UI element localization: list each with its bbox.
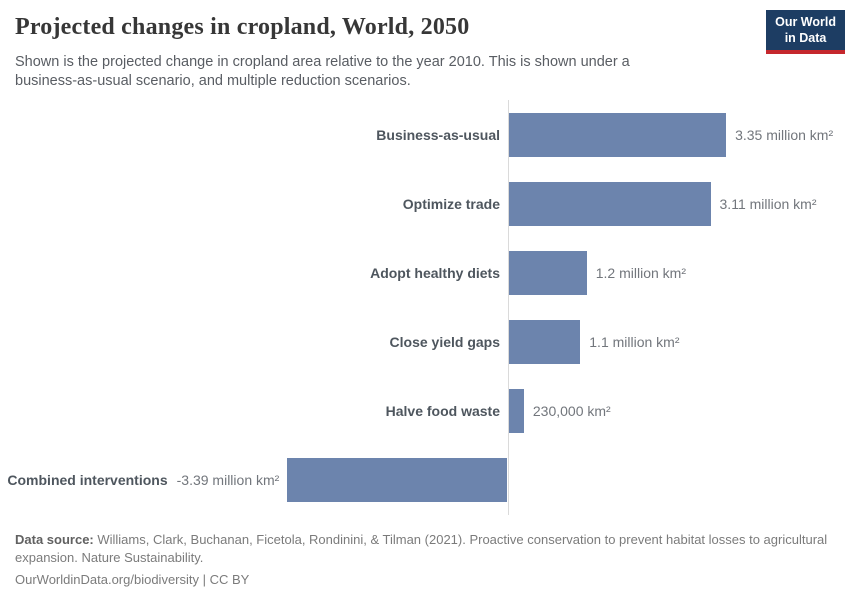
page-title: Projected changes in cropland, World, 20… xyxy=(15,14,470,40)
category-label: Adopt healthy diets xyxy=(370,264,500,281)
value-label-group: 3.11 million km² xyxy=(720,169,817,238)
data-source-text: Williams, Clark, Buchanan, Ficetola, Ron… xyxy=(15,532,828,566)
chart-subtitle: Shown is the projected change in croplan… xyxy=(15,54,630,90)
value-label: 1.1 million km² xyxy=(589,334,680,351)
value-label: -3.39 million km² xyxy=(176,472,280,489)
label-group: Optimize trade xyxy=(403,169,500,238)
label-group: Halve food waste xyxy=(386,377,500,446)
owid-logo-line2: in Data xyxy=(784,30,827,45)
category-label: Business-as-usual xyxy=(376,126,500,143)
bar[interactable] xyxy=(287,458,507,503)
value-label-group: 3.35 million km² xyxy=(735,100,833,169)
value-label: 230,000 km² xyxy=(532,403,611,420)
label-group: Combined interventions -3.39 million km² xyxy=(7,446,279,515)
data-source-label: Data source: xyxy=(15,532,94,547)
value-label-group: 1.1 million km² xyxy=(589,308,679,377)
value-label: 3.11 million km² xyxy=(719,195,817,212)
label-group: Close yield gaps xyxy=(390,308,500,377)
bar[interactable] xyxy=(509,320,581,365)
owid-logo[interactable]: Our World in Data xyxy=(766,10,845,55)
value-label-group: 230,000 km² xyxy=(533,377,611,446)
bar[interactable] xyxy=(509,250,587,295)
bar[interactable] xyxy=(509,181,711,226)
category-label: Combined interventions xyxy=(7,472,168,489)
chart-footer: Data source: Williams, Clark, Buchanan, … xyxy=(15,531,837,590)
value-label: 1.2 million km² xyxy=(595,264,686,281)
category-label: Halve food waste xyxy=(385,403,500,420)
category-label: Close yield gaps xyxy=(389,334,500,351)
bar[interactable] xyxy=(509,112,727,157)
label-group: Adopt healthy diets xyxy=(370,238,500,307)
data-source-note: Data source: Williams, Clark, Buchanan, … xyxy=(15,531,837,567)
bar-row: 3.35 million km² Business-as-usual xyxy=(0,100,850,169)
owid-logo-line1: Our World xyxy=(775,15,836,29)
zero-axis-line xyxy=(507,100,509,515)
value-label-group: 1.2 million km² xyxy=(596,238,686,307)
label-group: Business-as-usual xyxy=(376,100,500,169)
owid-license-link[interactable]: OurWorldinData.org/biodiversity | CC BY xyxy=(15,572,250,588)
bar[interactable] xyxy=(509,389,524,434)
bar-row: 3.11 million km² Optimize trade xyxy=(0,169,850,238)
bar-row: 1.2 million km² Adopt healthy diets xyxy=(0,238,850,307)
category-label: Optimize trade xyxy=(402,195,500,212)
value-label: 3.35 million km² xyxy=(735,126,834,143)
bar-row: Combined interventions -3.39 million km² xyxy=(0,446,850,515)
bar-row: 230,000 km² Halve food waste xyxy=(0,377,850,446)
bar-row: 1.1 million km² Close yield gaps xyxy=(0,308,850,377)
bar-chart: 3.35 million km² Business-as-usual 3.11 mi… xyxy=(0,100,850,515)
